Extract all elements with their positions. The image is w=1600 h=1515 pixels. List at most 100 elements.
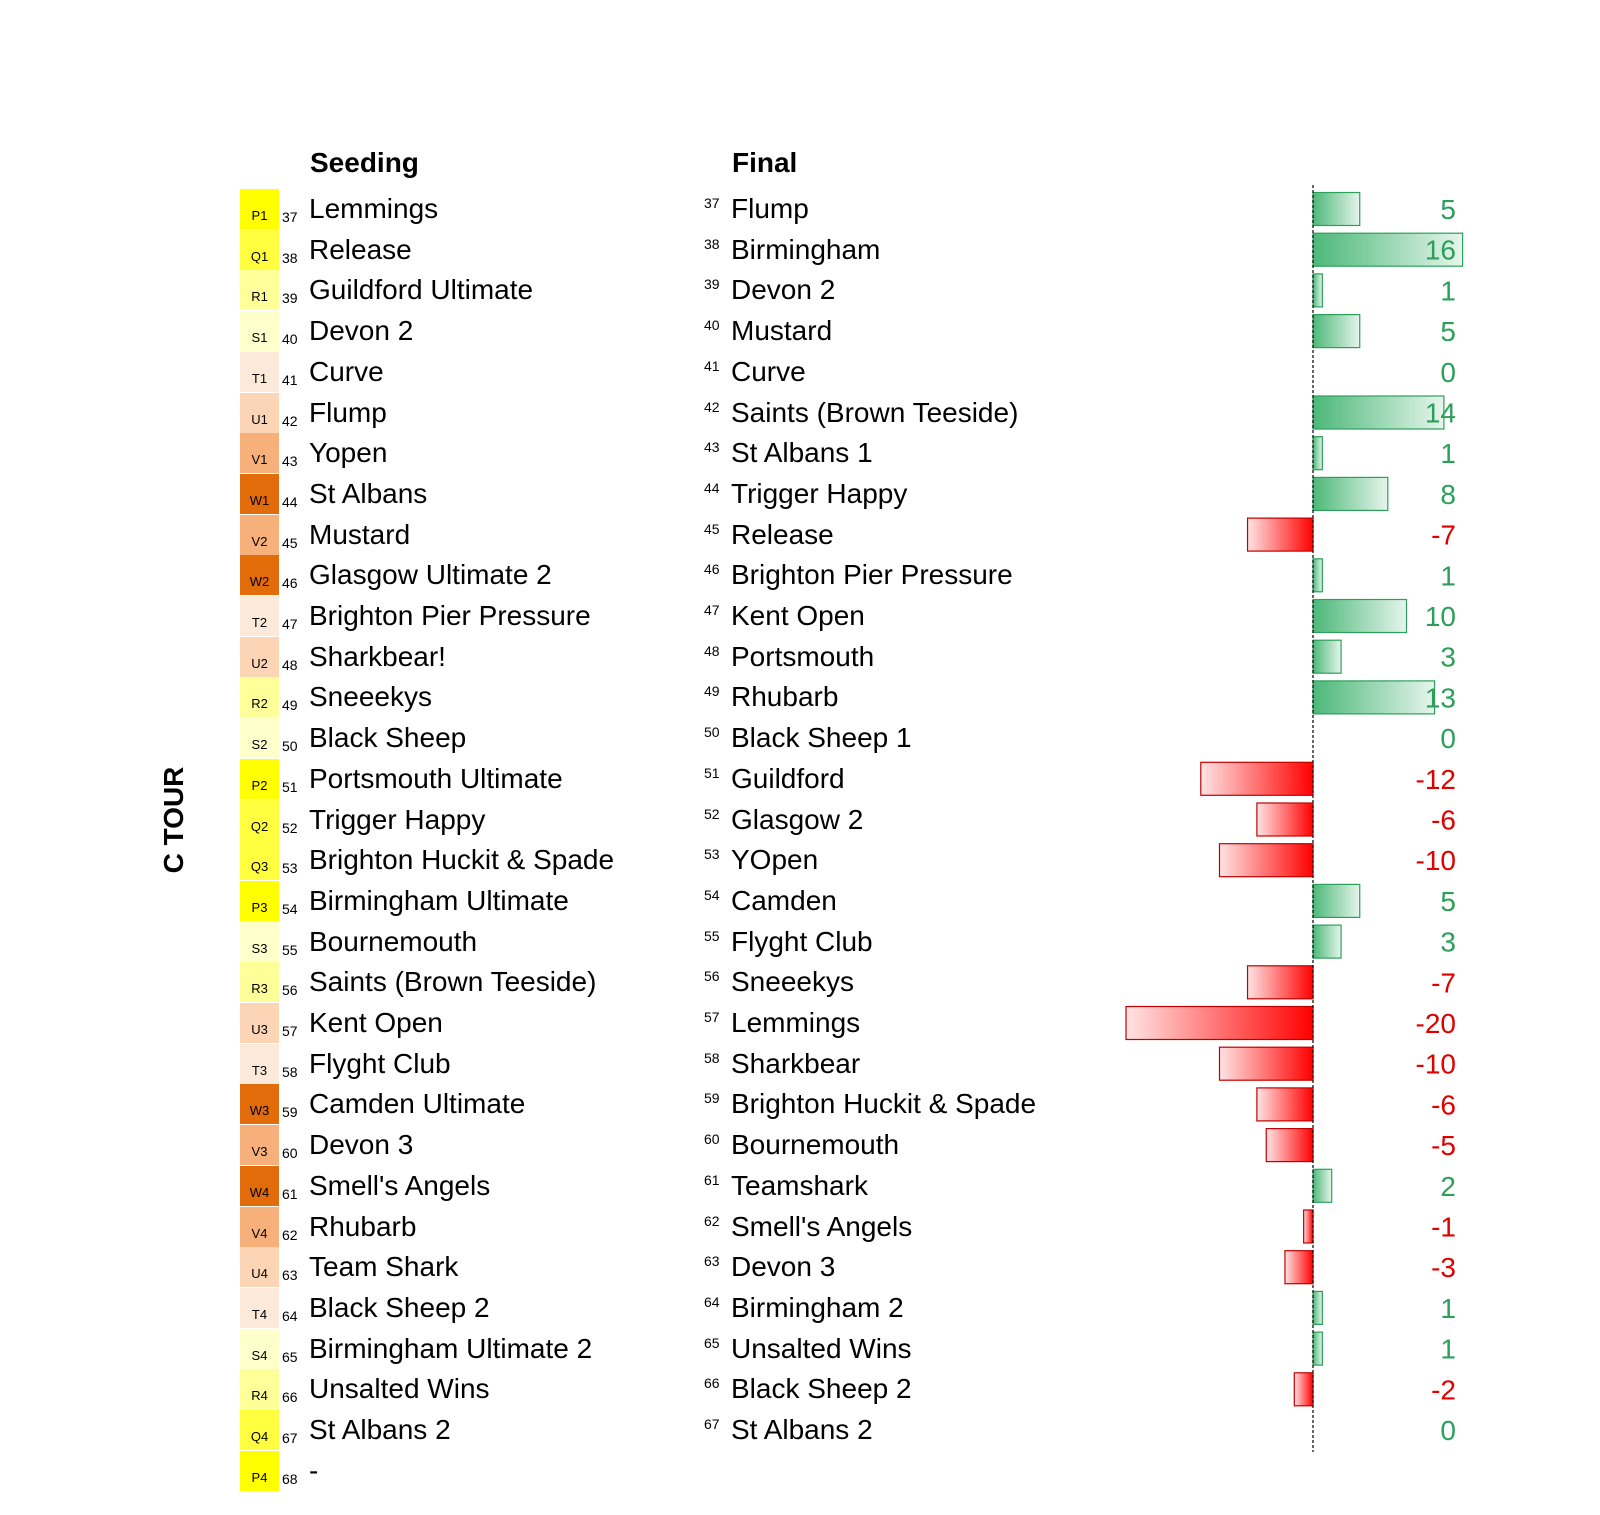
seed-team-name: Birmingham Ultimate bbox=[309, 884, 569, 916]
final-row: 65 Unsalted Wins bbox=[700, 1329, 1100, 1369]
final-row: 66 Black Sheep 2 bbox=[700, 1369, 1100, 1409]
seed-team-name: Birmingham Ultimate 2 bbox=[309, 1332, 593, 1364]
final-row: 55 Flyght Club bbox=[700, 922, 1100, 962]
final-team-name: Unsalted Wins bbox=[731, 1332, 912, 1364]
final-team-name: Portsmouth bbox=[731, 640, 875, 672]
final-team-name: St Albans 1 bbox=[731, 437, 873, 469]
seed-position: 60 bbox=[282, 1145, 298, 1162]
seeding-row: P2 51 Portsmouth Ultimate bbox=[0, 758, 700, 799]
seed-position: 52 bbox=[282, 819, 298, 836]
negative-bar bbox=[1200, 761, 1314, 796]
final-team-name: Rhubarb bbox=[731, 681, 839, 713]
seed-position: 42 bbox=[282, 412, 298, 429]
final-row: 39 Devon 2 bbox=[700, 270, 1100, 310]
seeding-row: S2 50 Black Sheep bbox=[0, 718, 700, 759]
seeding-row: R3 56 Saints (Brown Teeside) bbox=[0, 962, 700, 1003]
seeding-row: P4 68- bbox=[0, 1450, 700, 1491]
seed-team-name: Brighton Huckit & Spade bbox=[309, 844, 615, 876]
pool-badge: P2 bbox=[240, 758, 279, 799]
seed-position: 48 bbox=[282, 656, 298, 673]
seed-position: 65 bbox=[282, 1348, 298, 1365]
final-row: 45 Release bbox=[700, 515, 1100, 555]
seeding-row: R2 49 Sneeekys bbox=[0, 677, 700, 718]
pool-badge: S3 bbox=[240, 921, 279, 962]
pool-badge: S4 bbox=[240, 1328, 279, 1369]
final-team-name: YOpen bbox=[731, 844, 819, 876]
seeding-row: W1 44 St Albans bbox=[0, 473, 700, 514]
pool-badge: R2 bbox=[240, 677, 279, 718]
bar-value-label: -2 bbox=[1431, 1374, 1456, 1405]
positive-bar bbox=[1312, 639, 1342, 674]
bar-value-label: -6 bbox=[1431, 805, 1456, 836]
bar-value-label: 2 bbox=[1440, 1171, 1456, 1202]
final-row: 54 Camden bbox=[700, 881, 1100, 921]
final-team-name: Teamshark bbox=[731, 1169, 868, 1201]
seeding-row: Q3 53 Brighton Huckit & Spade bbox=[0, 840, 700, 881]
bar-value-label: -10 bbox=[1416, 845, 1456, 876]
seed-team-name: Rhubarb bbox=[309, 1210, 417, 1242]
negative-bar bbox=[1303, 1209, 1314, 1244]
seed-position: 62 bbox=[282, 1226, 298, 1243]
seed-team-name: Smell's Angels bbox=[309, 1169, 491, 1201]
pool-badge: W3 bbox=[240, 1084, 279, 1125]
seed-position: 66 bbox=[282, 1389, 298, 1406]
final-team-name: Bournemouth bbox=[731, 1129, 900, 1161]
seeding-row: V1 43 Yopen bbox=[0, 433, 700, 474]
negative-bar bbox=[1256, 802, 1314, 837]
negative-bar bbox=[1265, 1127, 1314, 1163]
seed-team-name: Black Sheep 2 bbox=[309, 1291, 490, 1323]
seeding-row: T2 47 Brighton Pier Pressure bbox=[0, 596, 700, 636]
seed-position: 39 bbox=[282, 290, 298, 307]
final-position: 59 bbox=[704, 1090, 720, 1107]
seed-team-name: Camden Ultimate bbox=[309, 1088, 526, 1120]
final-position: 42 bbox=[704, 398, 720, 415]
positive-bar bbox=[1312, 476, 1389, 511]
bar-value-label: -7 bbox=[1431, 967, 1456, 998]
bar-value-label: 3 bbox=[1440, 642, 1456, 673]
final-position: 57 bbox=[704, 1009, 720, 1025]
seed-team-name: Flump bbox=[309, 396, 387, 428]
final-row: 44 Trigger Happy bbox=[700, 474, 1100, 514]
seed-team-name: Mustard bbox=[309, 518, 411, 550]
positive-bar bbox=[1312, 558, 1323, 593]
seeding-row: V4 62 Rhubarb bbox=[0, 1206, 700, 1247]
seed-position: 49 bbox=[282, 697, 298, 714]
seeding-row: V2 45 Mustard bbox=[0, 514, 700, 555]
seeding-row: T4 64 Black Sheep 2 bbox=[0, 1287, 700, 1328]
negative-bar bbox=[1246, 517, 1314, 552]
final-position: 43 bbox=[704, 439, 720, 456]
final-row: 49 Rhubarb bbox=[700, 677, 1100, 717]
pool-badge: V1 bbox=[240, 433, 279, 474]
pool-badge: Q4 bbox=[240, 1410, 279, 1450]
bar-value-label: -12 bbox=[1416, 764, 1456, 795]
seeding-row: R1 39 Guildford Ultimate bbox=[0, 270, 700, 311]
final-position: 45 bbox=[704, 520, 720, 537]
final-team-name: Sneeekys bbox=[731, 966, 854, 998]
seed-position: 44 bbox=[282, 493, 298, 510]
final-team-name: Black Sheep 1 bbox=[731, 722, 912, 754]
final-row: 64 Birmingham 2 bbox=[700, 1288, 1100, 1328]
bar-value-label: -5 bbox=[1431, 1130, 1456, 1161]
positive-bar bbox=[1312, 273, 1323, 308]
seed-position: 55 bbox=[282, 941, 298, 958]
final-position: 51 bbox=[704, 764, 720, 781]
seed-position: 54 bbox=[282, 900, 298, 917]
seed-team-name: - bbox=[309, 1454, 319, 1486]
bar-value-label: 1 bbox=[1440, 438, 1456, 469]
final-position: 48 bbox=[704, 642, 720, 659]
positive-bar bbox=[1312, 1168, 1333, 1203]
pool-badge: U3 bbox=[240, 1003, 279, 1043]
seeding-header: Seeding bbox=[310, 147, 419, 178]
final-team-name: Flyght Club bbox=[731, 925, 873, 957]
final-row: 41 Curve bbox=[700, 352, 1100, 392]
seed-team-name: Lemmings bbox=[309, 193, 439, 224]
final-team-name: Guildford bbox=[731, 762, 845, 794]
pool-badge: R1 bbox=[240, 270, 279, 311]
positive-bar bbox=[1312, 1331, 1323, 1366]
seed-position: 43 bbox=[282, 453, 298, 470]
final-team-name: Camden bbox=[731, 884, 837, 916]
bar-value-label: 1 bbox=[1440, 560, 1456, 591]
positive-bar bbox=[1312, 598, 1408, 634]
pool-badge: Q3 bbox=[240, 840, 279, 881]
